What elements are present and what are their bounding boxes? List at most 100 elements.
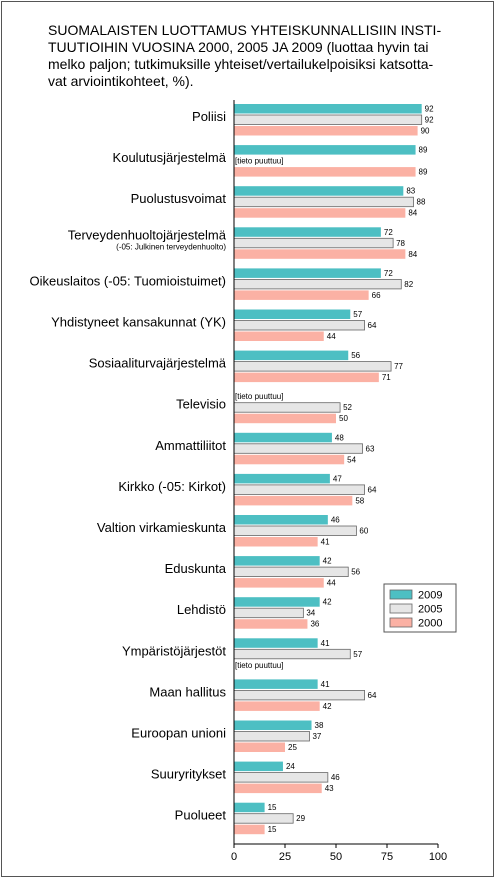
bar-2000	[234, 249, 406, 259]
category-label: Euroopan unioni	[131, 726, 226, 741]
data-label: 66	[372, 291, 381, 300]
data-label: 83	[406, 187, 415, 196]
data-label: 77	[394, 362, 403, 371]
data-label: 92	[425, 116, 434, 125]
legend-swatch-2005	[389, 603, 413, 614]
data-label: 64	[368, 321, 377, 330]
bar-2000	[234, 126, 418, 136]
bar-2009	[234, 556, 320, 566]
data-label: 36	[310, 620, 319, 629]
data-label: 89	[419, 146, 428, 155]
data-label: 57	[353, 310, 362, 319]
bar-2000	[234, 372, 379, 383]
data-label: 57	[353, 650, 362, 659]
legend-label: 2005	[418, 604, 442, 616]
bar-2005	[233, 114, 423, 125]
bar-2000	[234, 824, 265, 835]
data-label: 71	[382, 373, 391, 382]
data-label: 44	[327, 579, 336, 588]
data-label: 42	[323, 557, 332, 566]
bar-2009	[234, 679, 318, 689]
data-label: 41	[321, 639, 330, 648]
bar-2009	[234, 309, 351, 319]
bar-2000	[234, 701, 320, 711]
x-tick-label: 0	[231, 851, 237, 863]
data-label: 92	[425, 105, 434, 114]
data-label: 64	[368, 691, 377, 700]
bar-2005	[233, 648, 351, 660]
data-label: 38	[315, 721, 324, 730]
missing-data-label: [tieto puuttuu]	[235, 392, 283, 401]
data-label: 46	[331, 516, 340, 525]
data-label: 84	[408, 209, 417, 218]
bar-2009	[234, 473, 330, 484]
data-label: 63	[366, 444, 375, 453]
bar-2000	[234, 454, 345, 465]
data-label: 37	[312, 732, 321, 741]
category-label: Yhdistyneet kansakunnat (YK)	[51, 315, 226, 330]
category-label: Puolustusvoimat	[131, 191, 227, 206]
bar-2005	[233, 731, 310, 742]
data-label: 58	[355, 496, 364, 505]
data-label: 89	[419, 168, 428, 177]
data-label: 72	[384, 228, 393, 237]
category-label: Kirkko (-05: Kirkot)	[118, 479, 226, 494]
data-label: 78	[396, 239, 405, 248]
bar-2009	[234, 720, 312, 730]
bar-2009	[234, 227, 381, 237]
data-label: 82	[404, 280, 413, 289]
category-label: Koulutusjärjestelmä	[113, 150, 227, 165]
chart-title: SUOMALAISTEN LUOTTAMUS YHTEISKUNNALLISII…	[48, 22, 442, 89]
bar-2009	[234, 104, 422, 114]
legend-label: 2000	[418, 618, 442, 630]
bar-2000	[234, 495, 353, 506]
bar-2005	[233, 361, 392, 372]
data-label: 56	[351, 568, 360, 577]
bar-2005	[233, 607, 304, 619]
bar-2005	[233, 443, 363, 454]
bar-2000	[234, 578, 324, 588]
bar-2009	[234, 268, 381, 278]
data-label: 72	[384, 269, 393, 278]
data-label: 15	[268, 825, 277, 834]
data-label: 25	[288, 743, 297, 752]
x-tick-label: 100	[429, 851, 447, 863]
category-label: Oikeuslaitos (-05: Tuomioistuimet)	[29, 273, 226, 288]
data-label: 47	[333, 474, 342, 483]
data-label: 24	[286, 762, 295, 771]
category-label: Lehdistö	[177, 602, 226, 617]
data-label: 64	[368, 485, 377, 494]
x-tick-label: 25	[279, 851, 291, 863]
bar-2009	[234, 186, 404, 196]
bar-2000	[234, 619, 308, 629]
data-label: 34	[306, 609, 315, 618]
bar-2005	[233, 772, 329, 783]
category-label: Ammattiliitot	[155, 438, 226, 453]
data-label: 42	[323, 702, 332, 711]
category-label: Maan hallitus	[149, 684, 226, 699]
category-label: Terveydenhuoltojärjestelmä	[68, 227, 227, 242]
bar-2005	[233, 484, 365, 495]
legend-swatch-2000	[389, 617, 413, 628]
bar-2009	[234, 761, 283, 772]
bar-2000	[234, 537, 318, 547]
data-label: 50	[339, 414, 348, 423]
category-label: Televisio	[176, 397, 226, 412]
bar-2005	[233, 196, 414, 208]
bar-2005	[233, 320, 365, 331]
bar-2005	[233, 813, 294, 824]
bar-2009	[234, 597, 320, 607]
bar-2000	[234, 167, 416, 177]
bar-2005	[233, 525, 357, 536]
category-label: Ympäristöjärjestöt	[122, 643, 226, 658]
data-label: 41	[321, 538, 330, 547]
category-label: Suuryritykset	[151, 767, 227, 782]
bar-2000	[234, 742, 285, 752]
data-label: 48	[335, 433, 344, 442]
bar-2000	[234, 331, 324, 341]
bar-2009	[234, 515, 328, 525]
data-label: 84	[408, 250, 417, 259]
category-label: Poliisi	[192, 109, 226, 124]
bar-2000	[234, 413, 336, 424]
data-label: 90	[421, 127, 430, 136]
